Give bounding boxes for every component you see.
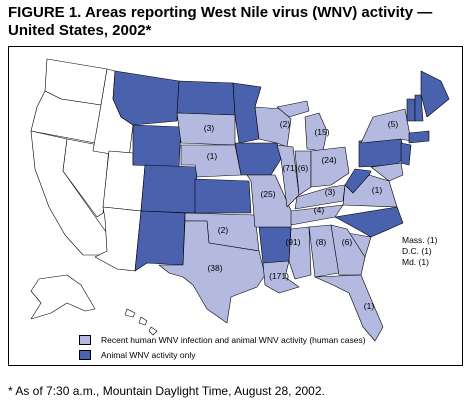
case-label-mo: (25)	[260, 189, 275, 199]
case-label-mi: (15)	[314, 127, 329, 137]
us-map: (3)(1)(2)(38)(25)(2)(71) (6)(15)(24)(3)(4…	[30, 58, 450, 342]
case-label-al: (8)	[316, 237, 327, 247]
state-vt	[406, 98, 416, 122]
case-label-tn: (4)	[314, 205, 325, 215]
state-nc	[334, 206, 404, 238]
legend-item-human: Recent human WNV infection and animal WN…	[79, 335, 366, 345]
state-nj	[400, 142, 412, 166]
state-wy	[132, 124, 182, 168]
title-line-1: FIGURE 1. Areas reporting West Nile viru…	[8, 4, 433, 21]
side-note-line: Md. (1)	[402, 257, 429, 267]
state-oh	[310, 146, 350, 188]
state-ne	[180, 144, 242, 178]
case-label-oh: (24)	[321, 155, 336, 165]
legend-swatch-light	[79, 335, 91, 345]
state-de-md	[370, 162, 404, 182]
case-label-fl: (1)	[364, 301, 375, 311]
map-frame: (3) (1) (2) (38) (25) (2) (71) (6) (15) (24) (3) (4…	[8, 46, 463, 366]
case-label-ms: (91)	[285, 237, 300, 247]
case-label-la: (171)	[269, 271, 289, 281]
case-label-ga: (6)	[342, 237, 353, 247]
case-label-il: (71)	[282, 163, 297, 173]
state-tn	[290, 204, 344, 226]
state-ia	[234, 142, 282, 176]
case-label-in: (6)	[298, 163, 309, 173]
state-va	[342, 174, 398, 208]
state-ms	[288, 226, 312, 280]
state-ak	[30, 274, 96, 320]
side-note-line: Mass. (1)	[402, 235, 438, 245]
case-label-sd: (3)	[204, 123, 215, 133]
figure-title: FIGURE 1. Areas reporting West Nile viru…	[8, 4, 470, 40]
state-me	[420, 70, 450, 118]
footnote: * As of 7:30 a.m., Mountain Daylight Tim…	[8, 384, 325, 398]
state-fl	[314, 274, 384, 342]
side-note-line: D.C. (1)	[402, 246, 432, 256]
state-hi	[124, 308, 158, 336]
legend-item-animal: Animal WNV activity only	[79, 350, 195, 360]
state-mi	[276, 100, 328, 152]
case-label-group: (3)(1)(2)(38)(25)(2)(71) (6)(15)(24)(3)(4…	[204, 119, 399, 311]
state-co	[140, 164, 198, 214]
state-ga	[330, 224, 366, 276]
state-mt	[112, 70, 180, 126]
state-nd	[176, 80, 236, 116]
title-line-2: United States, 2002*	[8, 22, 152, 39]
case-label-tx: (38)	[207, 263, 222, 273]
case-label-ky: (3)	[325, 187, 336, 197]
state-nm	[134, 210, 186, 272]
legend-swatch-dark	[79, 350, 91, 360]
state-nh	[414, 94, 424, 122]
case-label-wi: (2)	[280, 119, 291, 129]
legend-label: Recent human WNV infection and animal WN…	[101, 335, 366, 345]
legend-label: Animal WNV activity only	[101, 350, 196, 360]
state-ct-ri	[408, 130, 430, 144]
state-tx	[158, 220, 266, 324]
case-label-ok: (2)	[218, 225, 229, 235]
case-label-va: (1)	[372, 185, 383, 195]
side-note: Mass. (1) D.C. (1) Md. (1)	[402, 235, 437, 268]
state-il	[276, 144, 300, 208]
state-ks	[194, 178, 252, 214]
state-ny	[360, 108, 412, 144]
case-label-ny: (5)	[388, 119, 399, 129]
state-pa	[358, 138, 406, 168]
case-label-ne: (1)	[207, 151, 218, 161]
